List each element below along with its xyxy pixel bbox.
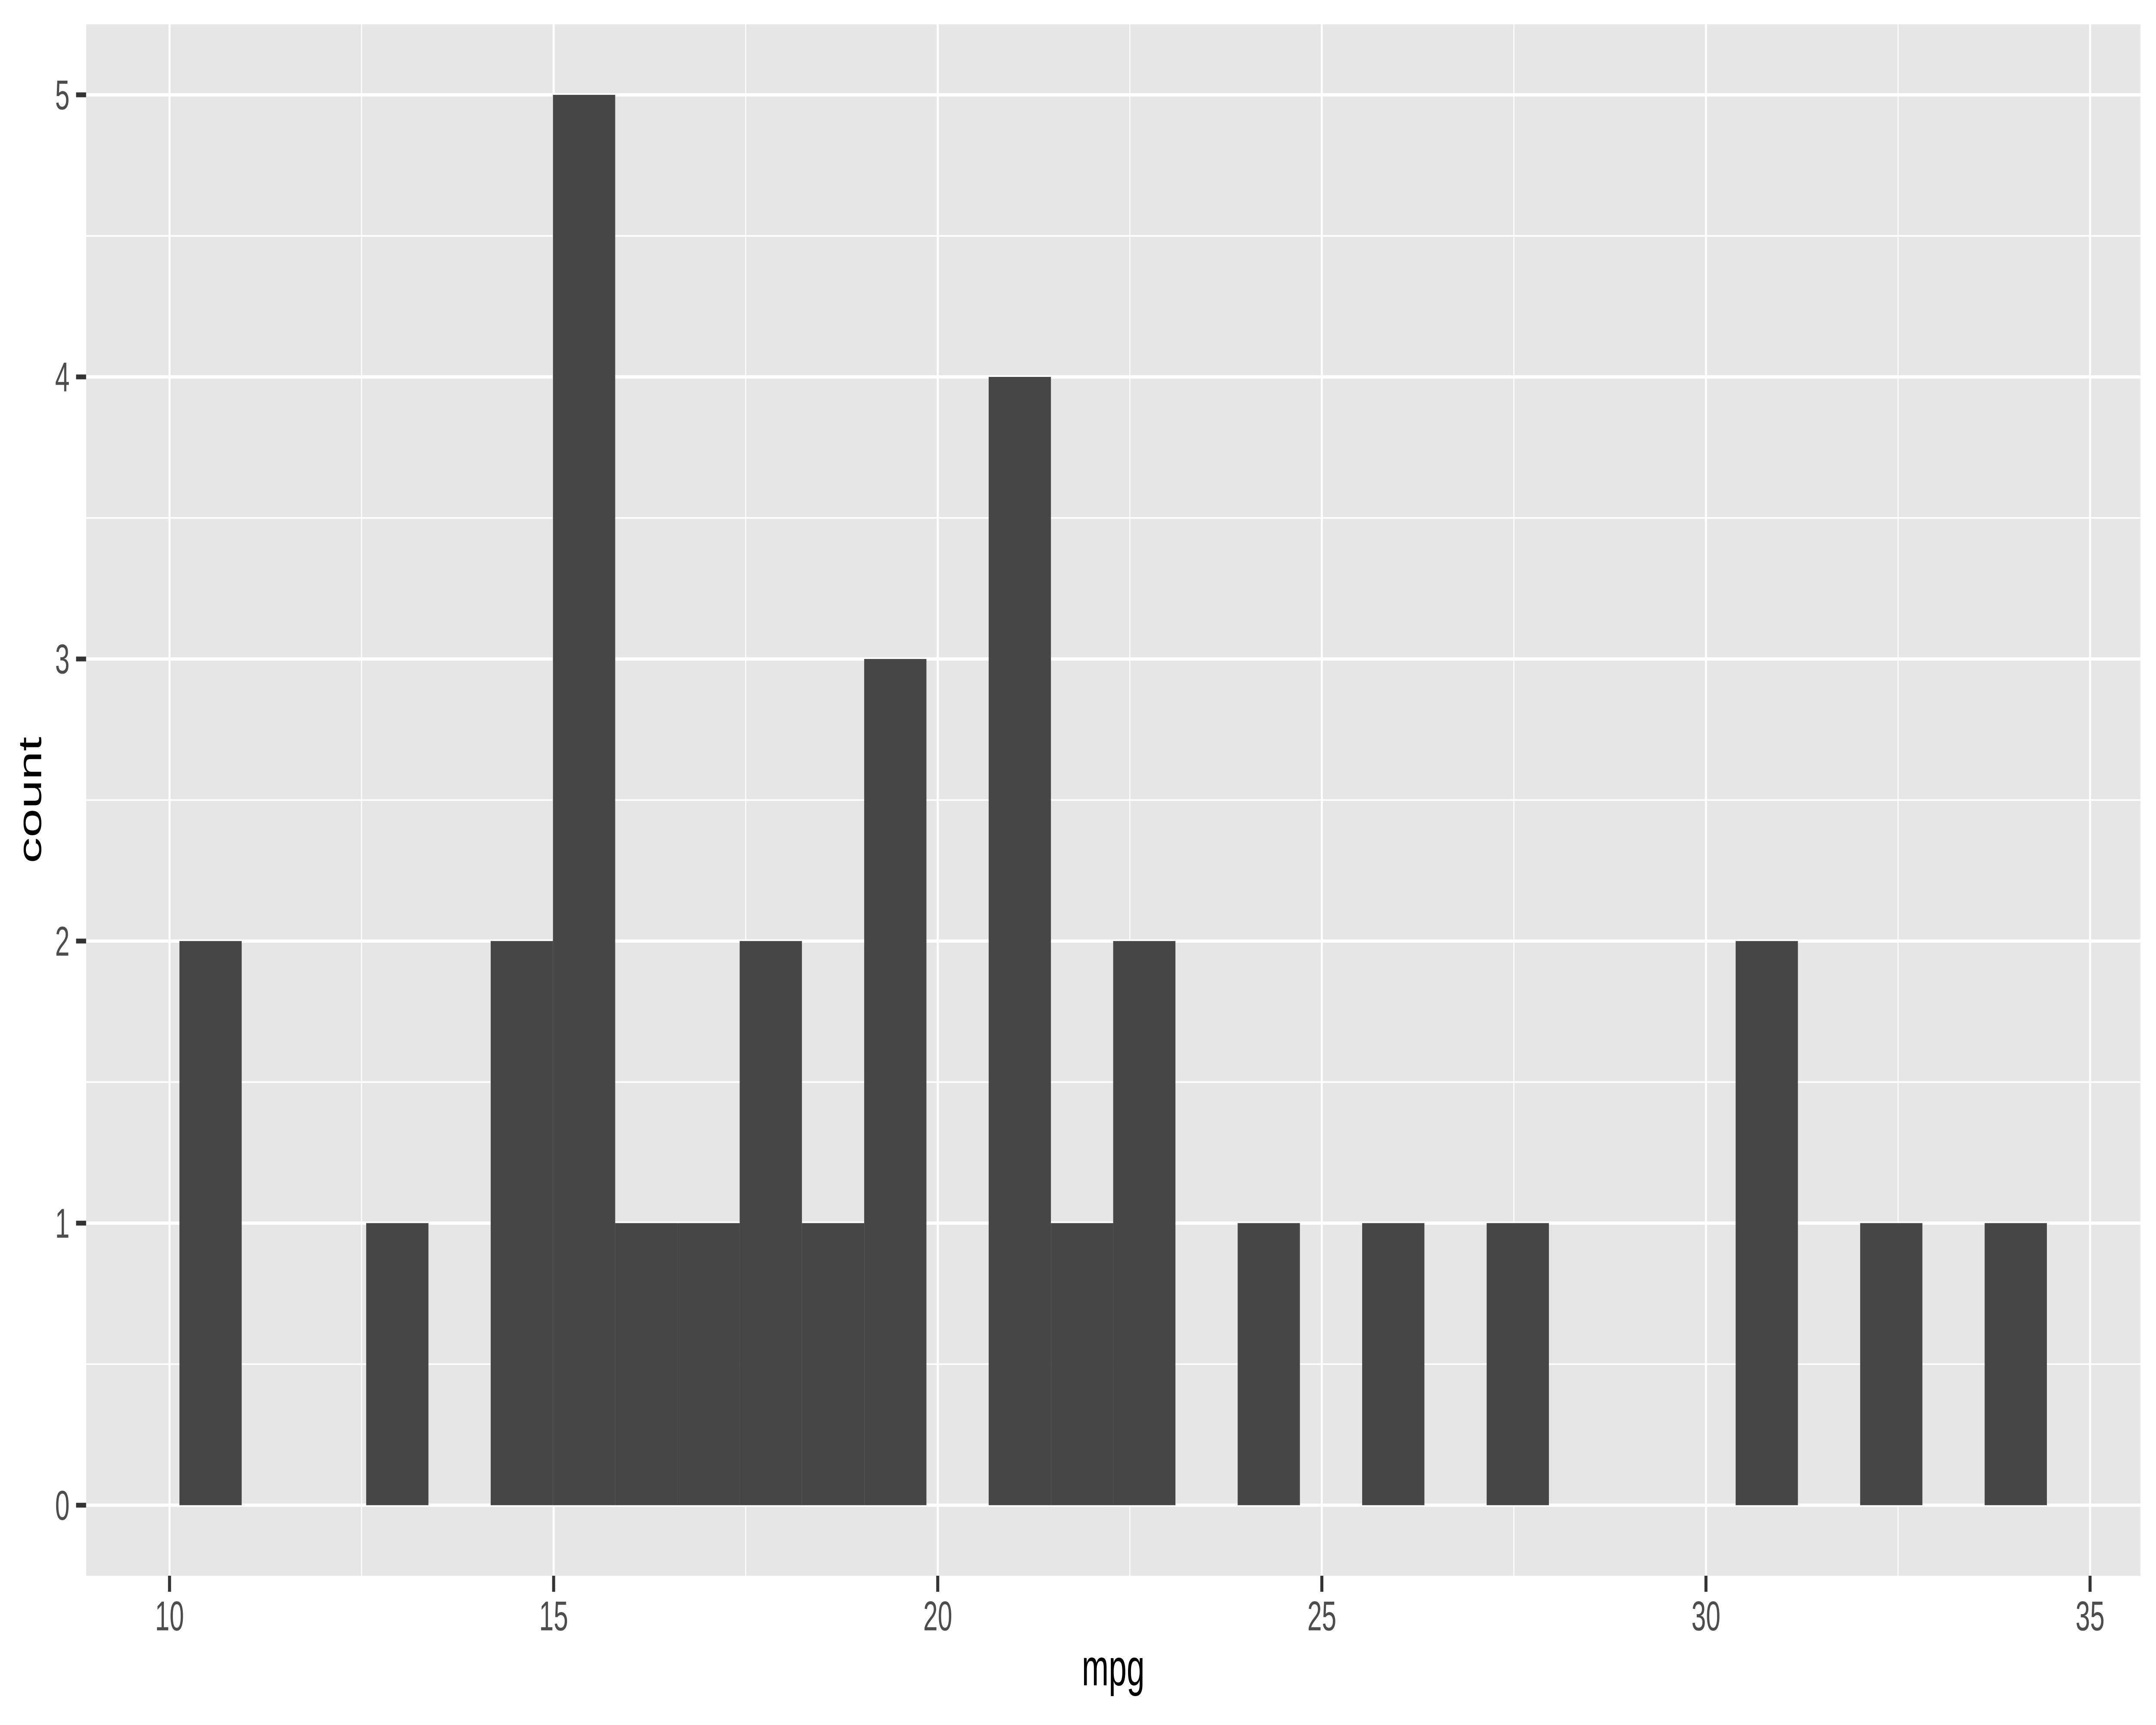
y-tick-label: 2: [55, 918, 70, 965]
x-tick-label: 15: [539, 1593, 568, 1640]
x-tick-label: 35: [2075, 1593, 2104, 1640]
histogram-bar: [677, 1223, 740, 1505]
histogram-bar: [366, 1223, 429, 1505]
axis-tick-labels: 10 15 20 25 30 35 0 1 2 3 4 5: [55, 72, 2105, 1640]
histogram-bar: [1051, 1223, 1113, 1505]
histogram-bar: [864, 659, 927, 1505]
histogram-bars: [179, 94, 2047, 1505]
histogram-bar: [615, 1223, 678, 1505]
y-tick-label: 1: [55, 1201, 70, 1247]
histogram-bar: [988, 376, 1051, 1505]
histogram-bar: [740, 941, 802, 1505]
x-tick-label: 30: [1692, 1593, 1720, 1640]
y-axis-title: count: [12, 737, 48, 863]
histogram-bar: [1860, 1223, 1923, 1505]
y-tick-label: 4: [55, 354, 70, 401]
y-tick-label: 3: [55, 636, 70, 683]
histogram-bar: [1362, 1223, 1425, 1505]
histogram-bar: [1984, 1223, 2047, 1505]
histogram-bar: [1736, 941, 1798, 1505]
histogram-bar: [1113, 941, 1175, 1505]
histogram-bar: [1238, 1223, 1300, 1505]
histogram-bar: [179, 941, 242, 1505]
gridlines-major: [86, 24, 2140, 1576]
x-tick-label: 25: [1307, 1593, 1336, 1640]
x-tick-label: 20: [923, 1593, 952, 1640]
x-tick-label: 10: [155, 1593, 184, 1640]
x-axis-title: mpg: [1082, 1639, 1145, 1697]
histogram-bar: [802, 1223, 865, 1505]
histogram-bar: [490, 941, 553, 1505]
histogram-bar: [553, 94, 615, 1505]
axis-tick-marks: [76, 92, 2092, 1592]
y-tick-label: 0: [55, 1483, 70, 1529]
histogram-bar: [1486, 1223, 1549, 1505]
y-tick-label: 5: [55, 72, 70, 119]
